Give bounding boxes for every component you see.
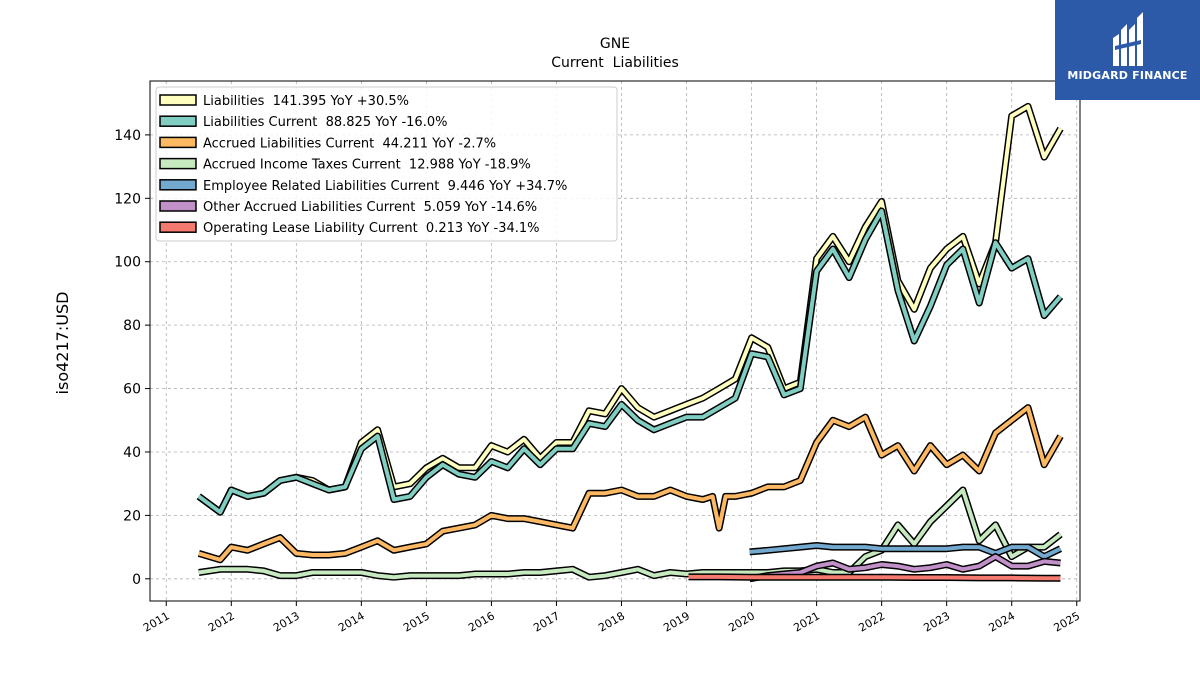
legend-swatch [159, 157, 197, 170]
legend-label: Operating Lease Liability Current 0.213 … [203, 221, 540, 236]
x-tick-label: 2016 [466, 609, 497, 634]
y-tick-label: 140 [114, 128, 141, 144]
series-accrued-income-taxes-current [198, 486, 1063, 581]
series-accrued-liabilities-current [197, 404, 1064, 564]
series-line [198, 488, 1062, 580]
x-tick-label: 2025 [1051, 609, 1082, 634]
legend-label: Liabilities 141.395 YoY +30.5% [203, 94, 409, 109]
series-liabilities-current [196, 207, 1064, 516]
y-tick-label: 60 [123, 382, 141, 398]
legend-swatch [159, 221, 197, 233]
legend-label: Accrued Liabilities Current 44.211 YoY -… [203, 136, 496, 151]
x-tick-label: 2021 [791, 609, 822, 634]
x-tick-label: 2012 [206, 609, 237, 634]
plot-frame [149, 80, 1081, 602]
y-tick-label: 0 [132, 572, 141, 588]
y-tick-label: 100 [114, 255, 141, 271]
series-line [198, 405, 1063, 562]
y-axis-label: iso4217:USD [53, 292, 72, 395]
series-line [749, 554, 1061, 581]
x-tick-label: 2023 [921, 609, 952, 634]
logo-mark-icon [1113, 12, 1143, 66]
legend-item: Employee Related Liabilities Current 9.4… [159, 179, 567, 194]
series-line [688, 574, 1061, 581]
y-tick-label: 40 [123, 445, 141, 461]
legend-swatch [159, 115, 197, 127]
x-tick-label: 2020 [726, 609, 757, 634]
legend-item: Accrued Income Taxes Current 12.988 YoY … [159, 157, 531, 173]
legend-item: Other Accrued Liabilities Current 5.059 … [159, 200, 537, 215]
series-line [197, 209, 1063, 515]
series-outline [196, 207, 1064, 516]
x-tick-label: 2011 [141, 609, 172, 634]
chart-subtitle: Current Liabilities [551, 55, 679, 71]
x-tick-label: 2019 [661, 609, 692, 634]
x-tick-label: 2014 [336, 609, 367, 634]
y-axis: 0 20 40 60 80 100 120 140 [114, 128, 150, 588]
legend-label: Employee Related Liabilities Current 9.4… [203, 179, 567, 194]
legend-item: Accrued Liabilities Current 44.211 YoY -… [159, 136, 496, 151]
x-tick-label: 2017 [531, 609, 562, 634]
legend-label: Other Accrued Liabilities Current 5.059 … [203, 200, 537, 215]
y-tick-label: 120 [114, 191, 141, 207]
y-tick-label: 80 [123, 318, 141, 334]
legend-swatch [159, 179, 197, 191]
legend-box [155, 86, 618, 242]
legend-swatch [159, 200, 197, 212]
legend-item: Liabilities 141.395 YoY +30.5% [159, 94, 409, 109]
chart-title: GNE [600, 36, 630, 52]
legend-swatch [159, 94, 197, 106]
legend: Liabilities 141.395 YoY +30.5% Liabilitie… [155, 86, 618, 242]
x-tick-label: 2024 [986, 609, 1017, 634]
legend-label: Liabilities Current 88.825 YoY -16.0% [203, 115, 447, 130]
series-operating-lease-liability-current [688, 573, 1061, 582]
y-tick-label: 20 [123, 508, 141, 524]
series-layer [196, 102, 1064, 583]
legend-item: Operating Lease Liability Current 0.213 … [159, 221, 540, 236]
legend-swatch [159, 136, 197, 149]
legend-item: Liabilities Current 88.825 YoY -16.0% [159, 115, 447, 130]
logo-text: MIDGARD FINANCE [1067, 69, 1188, 82]
series-other-accrued-liabilities-current [748, 553, 1061, 583]
legend-label: Accrued Income Taxes Current 12.988 YoY … [203, 158, 531, 173]
x-tick-label: 2013 [271, 609, 302, 634]
x-tick-label: 2022 [856, 609, 887, 634]
series-outline [197, 404, 1064, 564]
x-tick-label: 2015 [401, 609, 432, 634]
series-employee-related-liabilities-current [749, 542, 1063, 561]
midgard-finance-logo: MIDGARD FINANCE [1055, 0, 1200, 100]
x-axis: 2011 2012 2013 2014 2015 2016 2017 2018 2019 2020… [141, 601, 1082, 635]
series-line [749, 543, 1062, 559]
x-tick-label: 2018 [596, 609, 627, 634]
